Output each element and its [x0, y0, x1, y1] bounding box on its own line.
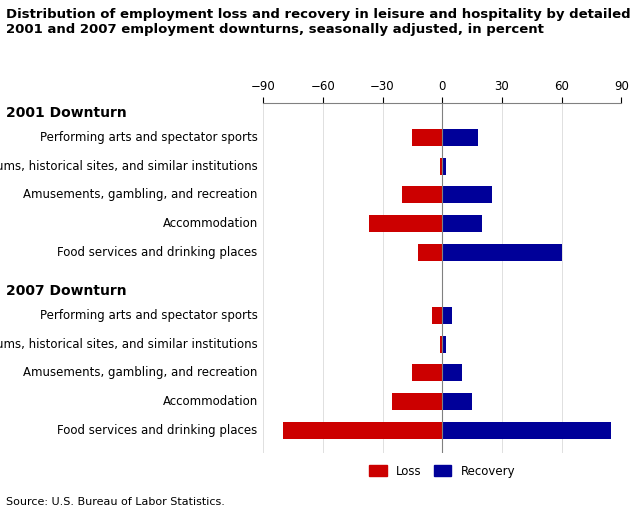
- Text: Source: U.S. Bureau of Labor Statistics.: Source: U.S. Bureau of Labor Statistics.: [6, 497, 225, 507]
- Bar: [412, 129, 442, 146]
- Bar: [432, 307, 442, 324]
- Bar: [442, 215, 482, 232]
- Text: Amusements, gambling, and recreation: Amusements, gambling, and recreation: [23, 188, 258, 201]
- Bar: [442, 129, 478, 146]
- Text: Performing arts and spectator sports: Performing arts and spectator sports: [40, 309, 258, 322]
- Text: Performing arts and spectator sports: Performing arts and spectator sports: [40, 131, 258, 144]
- Text: Distribution of employment loss and recovery in leisure and hospitality by detai: Distribution of employment loss and reco…: [6, 8, 634, 21]
- Bar: [442, 158, 446, 175]
- Bar: [440, 335, 442, 353]
- Text: Museums, historical sites, and similar institutions: Museums, historical sites, and similar i…: [0, 160, 258, 173]
- Bar: [442, 393, 472, 410]
- Text: Food services and drinking places: Food services and drinking places: [58, 246, 258, 259]
- Bar: [368, 215, 442, 232]
- Text: Accommodation: Accommodation: [162, 217, 258, 230]
- Legend: Loss, Recovery: Loss, Recovery: [365, 460, 520, 483]
- Bar: [442, 244, 562, 261]
- Bar: [442, 307, 452, 324]
- Bar: [442, 335, 446, 353]
- Text: Accommodation: Accommodation: [162, 395, 258, 408]
- Text: 2001 Downturn: 2001 Downturn: [6, 106, 127, 120]
- Bar: [440, 158, 442, 175]
- Bar: [442, 364, 462, 382]
- Bar: [418, 244, 442, 261]
- Text: Food services and drinking places: Food services and drinking places: [58, 424, 258, 437]
- Bar: [442, 186, 492, 203]
- Text: 2001 and 2007 employment downturns, seasonally adjusted, in percent: 2001 and 2007 employment downturns, seas…: [6, 23, 544, 36]
- Bar: [283, 422, 442, 439]
- Text: 2007 Downturn: 2007 Downturn: [6, 284, 127, 298]
- Bar: [442, 422, 611, 439]
- Bar: [412, 364, 442, 382]
- Bar: [392, 393, 442, 410]
- Text: Museums, historical sites, and similar institutions: Museums, historical sites, and similar i…: [0, 338, 258, 351]
- Text: Amusements, gambling, and recreation: Amusements, gambling, and recreation: [23, 366, 258, 380]
- Bar: [403, 186, 442, 203]
